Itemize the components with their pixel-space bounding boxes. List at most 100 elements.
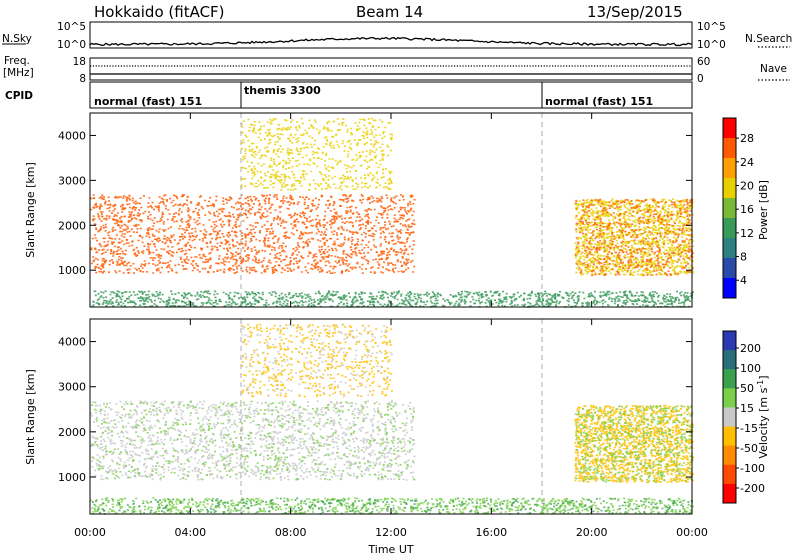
echo-region: [90, 497, 694, 515]
date-title: 13/Sep/2015: [587, 3, 683, 21]
colorbar-swatch: [723, 158, 736, 179]
x-tick-label: 04:00: [174, 526, 206, 539]
cpid-panel: CPID normal (fast) 151 themis 3300 norma…: [5, 81, 693, 109]
freq-unit: [MHz]: [3, 67, 34, 79]
colorbar-tick-label: 12: [740, 227, 754, 240]
colorbar-swatch: [723, 198, 736, 219]
echo-region-detail: [241, 323, 393, 398]
colorbar-tick-label: 24: [740, 156, 754, 169]
velocity-ylabel: Slant Range [km]: [24, 369, 37, 465]
colorbar-swatch: [723, 178, 736, 199]
colorbar-tick-label: -15: [740, 422, 758, 435]
y-tick-label: 2000: [58, 426, 86, 439]
echo-region-detail: [90, 194, 415, 274]
echo-region: [90, 400, 416, 481]
velocity-y-axis: 1000 2000 3000 4000: [58, 336, 692, 484]
colorbar-swatch: [723, 138, 736, 159]
y-tick-label: 4000: [58, 129, 86, 142]
echo-region: [240, 117, 393, 191]
colorbar-tick-label: 4: [740, 274, 747, 287]
cpid-segment-2: themis 3300: [244, 84, 321, 97]
echo-region: [91, 290, 695, 308]
velocity-colorbar: 200 100 50 15 -15 -50 -100 -200: [722, 330, 765, 504]
y-tick-label: 1000: [58, 264, 86, 277]
echo-region-detail: [574, 405, 694, 484]
nsearch-tick-top: 10^5: [697, 21, 726, 33]
nsky-frame: [89, 21, 693, 49]
colorbar-frame: [722, 330, 737, 504]
nsearch-label: N.Search: [745, 33, 792, 45]
beam-title: Beam 14: [356, 3, 423, 21]
colorbar-swatch: [723, 388, 736, 408]
power-ylabel: Slant Range [km]: [24, 162, 37, 258]
freq-tick-top: 18: [73, 56, 86, 68]
cpid-frame: [89, 81, 693, 109]
colorbar-tick-label: 50: [740, 382, 754, 395]
nsky-trace: [89, 36, 693, 47]
colorbar-tick-label: 200: [740, 342, 761, 355]
colorbar-tick-label: 28: [740, 132, 754, 145]
echo-region: [574, 198, 694, 277]
velocity-colorbar-label: Velocity [m s-1]: [756, 375, 771, 458]
y-tick-label: 2000: [58, 219, 86, 232]
colorbar-tick-label: 20: [740, 180, 754, 193]
power-x-axis: [89, 113, 693, 307]
x-tick-label: 00:00: [74, 526, 106, 539]
colorbar-tick-label: 8: [740, 251, 747, 264]
velocity-x-axis: 00:00 04:00 08:00 12:00 16:00 20:00 00:00: [74, 319, 708, 539]
echo-region-detail: [240, 118, 393, 191]
power-colorbar-label: Power [dB]: [757, 180, 770, 240]
colorbar-swatch: [723, 118, 736, 139]
freq-tick-bottom: 8: [79, 73, 86, 85]
velocity-panel: 1000 2000 3000 4000 00:00 04:00 08:00 12:00 16:…: [24, 318, 771, 539]
time-axis-label: Time UT: [367, 543, 413, 554]
y-tick-label: 4000: [58, 336, 86, 349]
freq-frame: [89, 57, 693, 81]
colorbar-tick-label: -200: [740, 482, 765, 495]
station-title: Hokkaido (fitACF): [94, 3, 225, 21]
x-tick-label: 08:00: [275, 526, 307, 539]
echo-region-detail: [92, 290, 689, 308]
colorbar-tick-label: 15: [740, 402, 754, 415]
colorbar-swatch: [723, 407, 736, 427]
power-panel: 1000 2000 3000 4000 Slant Range [km] 28 24 20…: [24, 112, 770, 308]
colorbar-frame: [722, 117, 737, 299]
colorbar-swatch: [723, 426, 736, 447]
nave-tick-bottom: 0: [697, 73, 704, 85]
colorbar-swatch: [723, 369, 736, 389]
colorbar-swatch: [723, 483, 736, 504]
colorbar-tick-label: 100: [740, 362, 761, 375]
x-tick-label: 12:00: [375, 526, 407, 539]
power-colorbar: 28 24 20 16 12 8 4: [722, 117, 754, 299]
colorbar-swatch: [723, 350, 736, 370]
nsky-tick-top: 10^5: [57, 21, 86, 33]
colorbar-swatch: [723, 445, 736, 466]
colorbar-swatch: [723, 278, 736, 299]
x-tick-label: 20:00: [576, 526, 608, 539]
nsky-label: N.Sky: [2, 33, 32, 45]
colorbar-swatch: [723, 218, 736, 239]
colorbar-swatch: [723, 238, 736, 259]
colorbar-tick-label: 16: [740, 203, 754, 216]
velocity-frame: [89, 318, 693, 515]
colorbar-swatch: [723, 464, 736, 485]
colorbar-tick-label: -100: [740, 462, 765, 475]
cpid-label: CPID: [5, 90, 33, 102]
cpid-segment-1: normal (fast) 151: [94, 95, 202, 108]
freq-panel: Freq. [MHz] 18 8 60 0 Nave: [3, 55, 790, 85]
nave-tick-top: 60: [697, 56, 710, 68]
echo-region-detail: [574, 198, 694, 277]
echo-region: [90, 194, 416, 274]
power-y-axis: 1000 2000 3000 4000: [58, 129, 692, 277]
colorbar-swatch: [723, 258, 736, 279]
y-tick-label: 1000: [58, 471, 86, 484]
y-tick-label: 3000: [58, 381, 86, 394]
colorbar-swatch: [723, 331, 736, 351]
freq-label: Freq.: [4, 55, 30, 67]
nave-label: Nave: [760, 63, 787, 75]
nsky-panel: N.Sky 10^5 10^0 10^5 10^0 N.Search: [2, 21, 792, 51]
echo-region-detail: [90, 400, 416, 481]
velocity-echoes: [90, 323, 694, 515]
y-tick-label: 3000: [58, 174, 86, 187]
